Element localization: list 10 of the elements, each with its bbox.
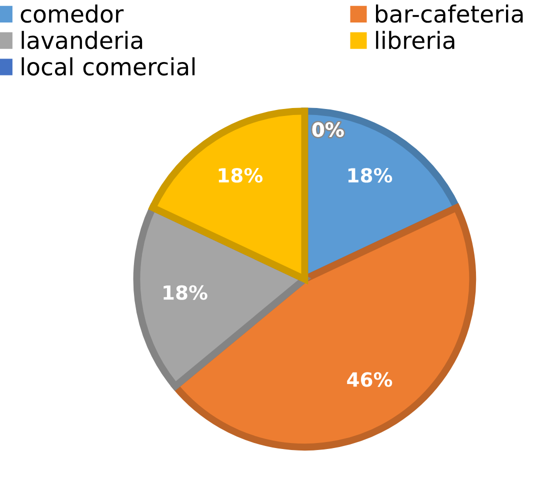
legend-label: comedor: [20, 4, 124, 23]
text: 0%: [312, 122, 344, 137]
legend-label: bar-cafeteria: [376, 4, 523, 23]
data-label: 18%: [164, 285, 208, 300]
data-label: 46%: [347, 372, 392, 387]
data-label: 18%: [348, 168, 392, 183]
legend-label: libreria: [376, 30, 454, 50]
legend-label: local comercial: [22, 57, 195, 76]
legend-label: lavanderia: [22, 30, 142, 50]
data-label: 18%: [218, 168, 263, 183]
